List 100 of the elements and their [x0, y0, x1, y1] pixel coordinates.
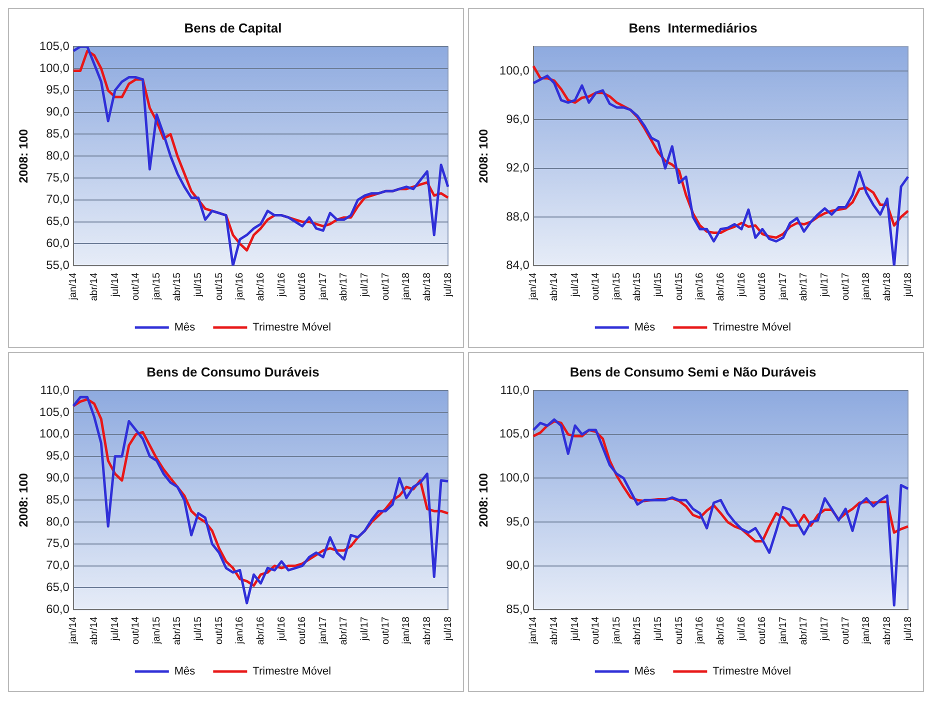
x-tick-label: jan/18 [861, 616, 872, 645]
y-tick-label: 75,0 [46, 536, 70, 550]
x-tick-label: abr/14 [88, 272, 100, 302]
y-tick-label: 70,0 [46, 192, 70, 206]
x-tick-label: jan/14 [528, 616, 540, 645]
x-tick-label: jul/14 [570, 616, 581, 642]
x-tick-label: abr/14 [548, 616, 560, 646]
x-tick-label: jul/16 [736, 272, 748, 298]
x-tick-label: out/17 [380, 272, 392, 300]
y-tick-label: 80,0 [46, 148, 70, 162]
x-tick-label: out/17 [840, 272, 852, 300]
y-tick-label: 88,0 [506, 209, 530, 224]
x-tick-label: jul/18 [442, 272, 454, 298]
x-tick-label: abr/18 [422, 616, 433, 646]
y-tick-label: 65,0 [46, 214, 70, 228]
y-tick-label: 105,0 [39, 404, 70, 419]
y-tick-label: 84,0 [506, 258, 530, 272]
y-tick-label: 85,0 [46, 126, 70, 141]
x-tick-label: jan/17 [318, 272, 329, 301]
y-tick-label: 105,0 [499, 426, 530, 441]
x-tick-label: jan/16 [234, 616, 246, 645]
x-tick-label: jul/15 [653, 616, 664, 642]
chart-title: Bens Intermediários [628, 20, 758, 36]
x-tick-label: abr/18 [882, 616, 893, 646]
x-tick-label: abr/14 [88, 616, 100, 646]
x-tick-label: out/14 [130, 272, 142, 300]
y-axis-title: 2008: 100 [16, 472, 31, 528]
x-tick-label: abr/17 [798, 272, 810, 302]
y-tick-label: 80,0 [46, 514, 70, 528]
x-tick-label: abr/17 [338, 272, 350, 302]
x-tick-label: jul/18 [902, 272, 914, 298]
x-tick-label: abr/14 [548, 272, 560, 302]
x-tick-label: jan/17 [318, 616, 329, 645]
legend-label: Trimestre Móvel [252, 322, 332, 334]
x-tick-label: jul/14 [110, 616, 121, 642]
x-tick-label: out/16 [757, 272, 768, 300]
x-tick-label: jan/15 [611, 616, 622, 645]
x-tick-label: jul/16 [276, 616, 288, 642]
y-tick-label: 95,0 [46, 448, 70, 463]
x-tick-label: out/16 [297, 272, 308, 300]
x-tick-label: jan/18 [401, 616, 412, 645]
x-tick-label: jul/17 [820, 616, 831, 642]
x-tick-label: jan/14 [528, 272, 540, 301]
legend-label: Mês [634, 322, 656, 334]
y-tick-label: 96,0 [506, 112, 530, 126]
y-tick-label: 100,0 [39, 60, 70, 75]
legend-label: Trimestre Móvel [252, 666, 332, 678]
y-tick-label: 95,0 [46, 82, 70, 97]
y-tick-label: 100,0 [499, 470, 530, 485]
x-tick-label: abr/15 [632, 616, 644, 646]
legend-label: Mês [174, 322, 196, 334]
x-tick-label: jan/15 [611, 272, 622, 301]
x-tick-label: jul/14 [110, 272, 121, 298]
x-tick-label: jan/16 [694, 616, 706, 645]
x-tick-label: jul/14 [570, 272, 581, 298]
y-tick-label: 92,0 [506, 160, 530, 175]
y-tick-label: 75,0 [46, 170, 70, 184]
x-tick-label: abr/16 [255, 616, 266, 646]
x-tick-label: jan/14 [68, 272, 80, 301]
legend-label: Mês [174, 666, 196, 678]
y-tick-label: 70,0 [46, 558, 70, 572]
y-tick-label: 55,0 [46, 258, 70, 272]
x-tick-label: jul/17 [820, 272, 831, 298]
chart-title: Bens de Consumo Duráveis [146, 364, 320, 380]
x-tick-label: jul/15 [653, 272, 664, 298]
x-tick-label: out/15 [674, 616, 685, 644]
legend-label: Trimestre Móvel [712, 666, 792, 678]
y-tick-label: 90,0 [506, 558, 530, 572]
legend-label: Mês [634, 666, 656, 678]
x-tick-label: jul/15 [193, 616, 204, 642]
x-tick-label: abr/16 [715, 616, 726, 646]
y-axis-title: 2008: 100 [476, 472, 491, 528]
y-tick-label: 60,0 [46, 236, 70, 250]
x-tick-label: abr/18 [882, 272, 893, 302]
x-tick-label: jan/16 [694, 272, 706, 301]
legend-label: Trimestre Móvel [712, 322, 792, 334]
x-tick-label: jan/15 [151, 616, 162, 645]
x-tick-label: out/17 [840, 616, 852, 644]
y-tick-label: 60,0 [46, 602, 70, 616]
x-tick-label: jul/15 [193, 272, 204, 298]
x-tick-label: abr/15 [172, 272, 184, 302]
x-tick-label: jan/17 [778, 616, 789, 645]
x-tick-label: jan/15 [151, 272, 162, 301]
x-tick-label: jul/16 [276, 272, 288, 298]
x-tick-label: abr/18 [422, 272, 433, 302]
x-tick-label: jul/18 [442, 616, 454, 642]
x-tick-label: jan/14 [68, 616, 80, 645]
x-tick-label: abr/15 [632, 272, 644, 302]
y-tick-label: 110,0 [40, 382, 70, 397]
y-tick-label: 65,0 [46, 580, 70, 594]
y-tick-label: 95,0 [506, 514, 530, 528]
y-axis-title: 2008: 100 [476, 128, 491, 184]
y-tick-label: 100,0 [499, 63, 530, 78]
x-tick-label: out/16 [757, 616, 768, 644]
x-tick-label: out/14 [590, 616, 602, 644]
x-tick-label: out/15 [674, 272, 685, 300]
x-tick-label: jan/16 [234, 272, 246, 301]
x-tick-label: jul/16 [736, 616, 748, 642]
x-tick-label: out/14 [130, 616, 142, 644]
x-tick-label: jan/18 [861, 272, 872, 301]
